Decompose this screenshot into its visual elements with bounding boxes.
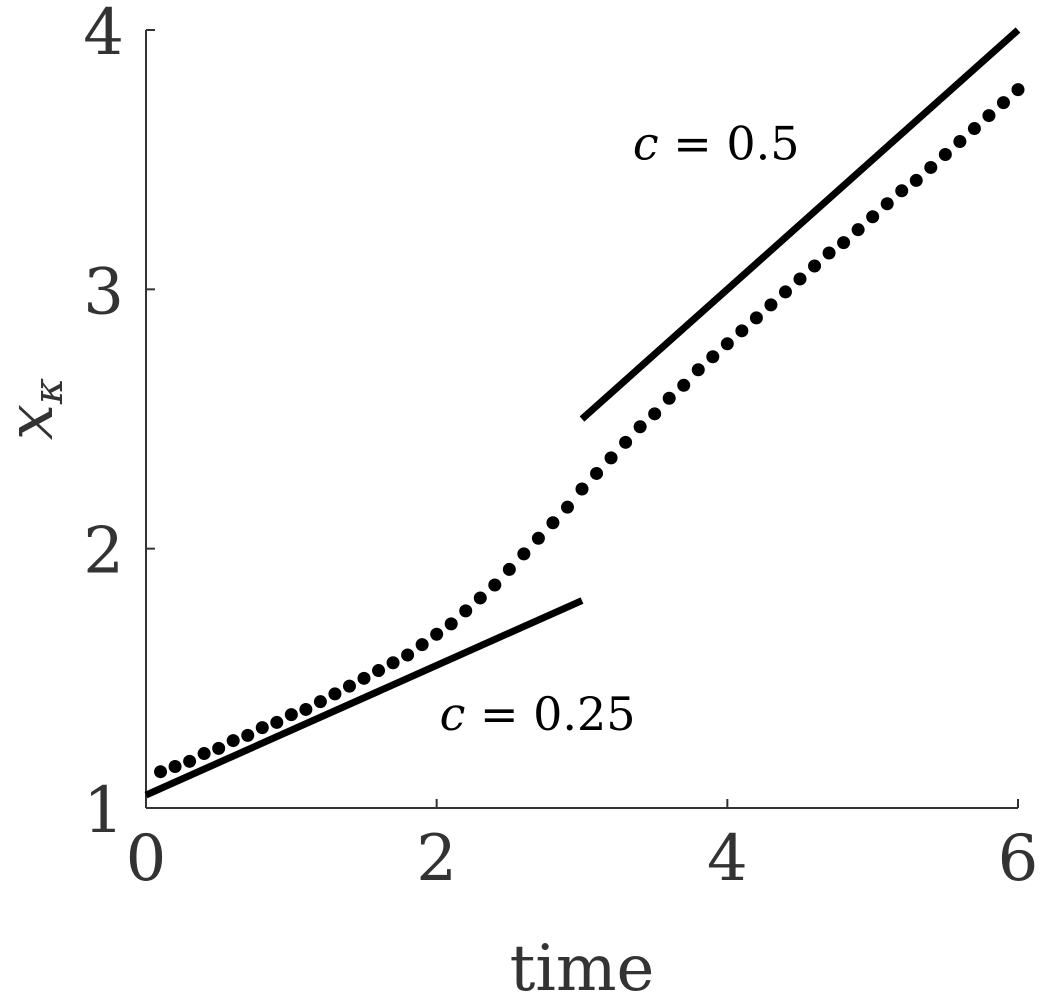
data-point (299, 702, 313, 716)
data-point (590, 466, 604, 480)
series-line-2 (579, 27, 1021, 422)
data-point (909, 173, 923, 187)
data-point (357, 671, 371, 685)
annotation-var: c (440, 687, 466, 741)
data-point (386, 656, 400, 670)
data-point (851, 223, 865, 237)
data-point (604, 451, 618, 465)
data-point (313, 695, 327, 709)
data-point (444, 617, 458, 631)
data-point (808, 259, 822, 273)
annotation: c = 0.25 (440, 687, 636, 741)
data-point (720, 337, 734, 351)
data-point (473, 591, 487, 605)
y-axis-title-sub: κ (26, 378, 72, 405)
data-point (706, 350, 720, 364)
annotation: c = 0.5 (633, 117, 800, 171)
x-tick-label: 2 (416, 822, 457, 896)
data-point (633, 420, 647, 434)
data-point (996, 96, 1010, 110)
axes: 0 2 4 6 1 2 3 4 (83, 0, 1038, 896)
data-point (168, 760, 182, 774)
data-point (1011, 83, 1025, 97)
data-point (255, 721, 269, 735)
y-tick-label: 4 (83, 0, 124, 70)
x-tick-label: 0 (126, 822, 167, 896)
data-point (677, 378, 691, 392)
data-point (328, 687, 342, 701)
data-point (372, 664, 386, 678)
data-point (793, 272, 807, 286)
data-point (575, 482, 589, 496)
data-point (619, 435, 633, 449)
data-point (662, 391, 676, 405)
data-point (880, 197, 894, 211)
data-point (154, 765, 168, 779)
data-point (401, 648, 415, 662)
annotation-eq: = 0.25 (465, 687, 635, 741)
y-tick-label: 3 (83, 255, 124, 329)
series-dotted (154, 83, 1025, 779)
data-point (226, 734, 240, 748)
data-point (502, 562, 516, 576)
y-tick-label: 2 (83, 515, 124, 589)
data-point (488, 578, 502, 592)
data-point (284, 708, 298, 722)
data-point (648, 407, 662, 421)
data-point (822, 246, 836, 260)
data-point (459, 604, 473, 618)
data-point (531, 531, 545, 545)
data-point (735, 324, 749, 338)
data-point (430, 627, 444, 641)
x-axis-title: time (510, 932, 655, 1004)
annotation-var: c (633, 117, 659, 171)
y-tick-label: 1 (83, 774, 124, 848)
data-point (764, 298, 778, 312)
series-layer (144, 27, 1025, 799)
data-point (241, 728, 255, 742)
data-point (270, 715, 284, 729)
data-point (866, 210, 880, 224)
y-axis-title-main: x (0, 404, 68, 440)
series-line-1 (144, 597, 584, 799)
data-point (415, 638, 429, 652)
data-point (342, 679, 356, 693)
data-point (749, 311, 763, 325)
data-point (924, 160, 938, 174)
data-point (517, 547, 531, 561)
data-point (691, 363, 705, 377)
annotations: c = 0.5c = 0.25 (440, 117, 800, 742)
data-point (197, 747, 211, 761)
data-point (953, 135, 967, 149)
x-tick-label: 6 (998, 822, 1039, 896)
annotation-eq: = 0.5 (659, 117, 800, 171)
data-point (938, 147, 952, 161)
data-point (546, 516, 560, 530)
data-point (837, 236, 851, 250)
data-point (982, 109, 996, 123)
data-point (212, 741, 226, 755)
data-point (560, 500, 574, 514)
data-point (183, 754, 197, 768)
data-point (895, 184, 909, 198)
data-point (967, 122, 981, 136)
y-axis-title: xκ (0, 378, 72, 440)
data-point (778, 285, 792, 299)
x-tick-label: 4 (707, 822, 748, 896)
